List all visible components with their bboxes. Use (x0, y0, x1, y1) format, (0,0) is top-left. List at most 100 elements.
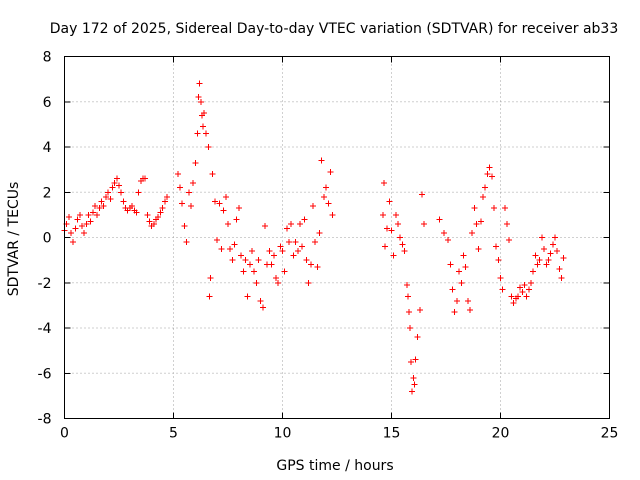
data-point (118, 189, 125, 196)
data-point (399, 241, 406, 248)
data-point (543, 261, 550, 268)
data-point (549, 241, 556, 248)
data-point (190, 180, 197, 187)
data-point (107, 196, 114, 203)
data-point (231, 241, 238, 248)
data-point (299, 243, 306, 250)
data-point (96, 205, 103, 212)
data-point (560, 254, 567, 261)
data-point (466, 306, 473, 313)
data-point (403, 282, 410, 289)
data-point (388, 227, 395, 234)
data-point (506, 236, 513, 243)
data-point (179, 200, 186, 207)
data-point (488, 173, 495, 180)
data-point (85, 211, 92, 218)
data-point (440, 229, 447, 236)
data-point (78, 223, 85, 230)
data-point (414, 334, 421, 341)
data-point (292, 239, 299, 246)
data-point (307, 261, 314, 268)
data-point (525, 286, 532, 293)
data-point (460, 252, 467, 259)
data-point (277, 243, 284, 250)
data-point (453, 297, 460, 304)
y-tick-label: -6 (38, 366, 52, 382)
data-point (286, 239, 293, 246)
data-point (155, 214, 162, 221)
data-point (318, 157, 325, 164)
data-point (183, 239, 190, 246)
x-tick-label: 25 (601, 426, 619, 442)
data-point (218, 245, 225, 252)
x-axis-label: GPS time / hours (276, 458, 393, 474)
data-point (390, 252, 397, 259)
data-point (462, 263, 469, 270)
data-point (556, 266, 563, 273)
data-point (486, 164, 493, 171)
data-point (392, 211, 399, 218)
data-point (310, 202, 317, 209)
data-point (150, 220, 157, 227)
data-point (327, 168, 334, 175)
data-point (436, 216, 443, 223)
data-point (329, 211, 336, 218)
x-tick-label: 15 (383, 426, 401, 442)
data-point (129, 202, 136, 209)
data-point (240, 268, 247, 275)
data-point (451, 309, 458, 316)
data-point (504, 220, 511, 227)
data-point (206, 293, 213, 300)
y-axis-label: SDTVAR / TECUs (6, 182, 22, 297)
y-tick-label: 2 (43, 185, 52, 201)
data-point (76, 211, 83, 218)
data-point (538, 234, 545, 241)
data-point (411, 381, 418, 388)
data-point (384, 225, 391, 232)
data-point (480, 193, 487, 200)
data-point (404, 293, 411, 300)
data-point (405, 309, 412, 316)
data-point (397, 234, 404, 241)
y-tick-label: -4 (38, 321, 52, 337)
data-point (517, 284, 524, 291)
data-point (288, 220, 295, 227)
data-point (410, 374, 417, 381)
data-point (196, 80, 203, 87)
x-tick-label: 10 (274, 426, 292, 442)
data-points (61, 80, 567, 395)
data-point (174, 171, 181, 178)
data-point (419, 191, 426, 198)
data-point (401, 248, 408, 255)
data-point (523, 293, 530, 300)
data-point (195, 94, 202, 101)
data-point (552, 234, 558, 241)
data-point (445, 236, 452, 243)
data-point (458, 279, 465, 286)
data-point (74, 216, 81, 223)
x-tick-label: 20 (492, 426, 510, 442)
data-point (205, 144, 212, 150)
data-point (159, 205, 166, 212)
data-point (253, 279, 260, 286)
data-point (214, 236, 221, 243)
data-point (294, 248, 301, 255)
data-point (320, 193, 327, 200)
data-point (98, 198, 105, 205)
data-point (133, 209, 140, 216)
data-point (279, 248, 286, 255)
data-point (447, 261, 454, 268)
data-point (275, 279, 282, 286)
data-point (161, 198, 168, 205)
data-point (409, 388, 416, 395)
data-point (303, 257, 310, 264)
data-point (290, 252, 297, 259)
data-point (528, 279, 535, 286)
data-point (477, 218, 484, 225)
data-point (157, 209, 164, 216)
data-point (490, 205, 497, 212)
axis-ticks: 0 5 10 15 20 25 -8 -6 -4 -2 0 2 4 6 8 (38, 50, 619, 442)
data-point (89, 209, 96, 216)
data-point (192, 159, 199, 166)
data-point (456, 268, 463, 275)
